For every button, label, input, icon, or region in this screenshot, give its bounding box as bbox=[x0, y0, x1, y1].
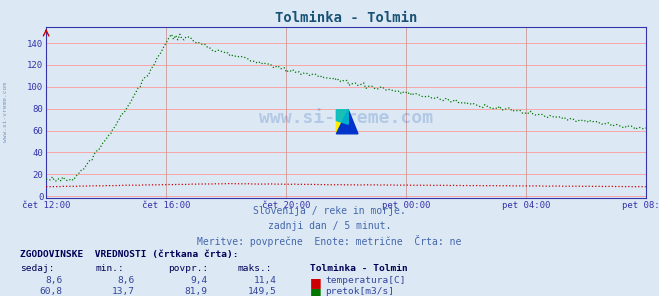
Text: ■: ■ bbox=[310, 287, 322, 296]
Text: 81,9: 81,9 bbox=[185, 287, 208, 295]
Text: Slovenija / reke in morje.: Slovenija / reke in morje. bbox=[253, 206, 406, 216]
Text: 11,4: 11,4 bbox=[254, 276, 277, 285]
Text: povpr.:: povpr.: bbox=[168, 264, 208, 273]
Text: Meritve: povprečne  Enote: metrične  Črta: ne: Meritve: povprečne Enote: metrične Črta:… bbox=[197, 235, 462, 247]
Text: 8,6: 8,6 bbox=[118, 276, 135, 285]
Title: Tolminka - Tolmin: Tolminka - Tolmin bbox=[275, 12, 417, 25]
Polygon shape bbox=[336, 110, 348, 124]
Text: pretok[m3/s]: pretok[m3/s] bbox=[326, 287, 395, 295]
Text: ZGODOVINSKE  VREDNOSTI (črtkana črta):: ZGODOVINSKE VREDNOSTI (črtkana črta): bbox=[20, 250, 239, 259]
Text: 9,4: 9,4 bbox=[190, 276, 208, 285]
Text: temperatura[C]: temperatura[C] bbox=[326, 276, 406, 285]
Text: Tolminka - Tolmin: Tolminka - Tolmin bbox=[310, 264, 407, 273]
Text: www.si-vreme.com: www.si-vreme.com bbox=[259, 109, 433, 127]
Text: zadnji dan / 5 minut.: zadnji dan / 5 minut. bbox=[268, 221, 391, 231]
Text: ■: ■ bbox=[310, 276, 322, 289]
Text: 60,8: 60,8 bbox=[40, 287, 63, 295]
Text: maks.:: maks.: bbox=[237, 264, 272, 273]
Text: www.si-vreme.com: www.si-vreme.com bbox=[3, 83, 8, 142]
Polygon shape bbox=[336, 110, 358, 134]
Text: 8,6: 8,6 bbox=[45, 276, 63, 285]
Text: min.:: min.: bbox=[96, 264, 125, 273]
Text: 149,5: 149,5 bbox=[248, 287, 277, 295]
Text: sedaj:: sedaj: bbox=[20, 264, 54, 273]
Polygon shape bbox=[336, 110, 348, 134]
Text: 13,7: 13,7 bbox=[112, 287, 135, 295]
